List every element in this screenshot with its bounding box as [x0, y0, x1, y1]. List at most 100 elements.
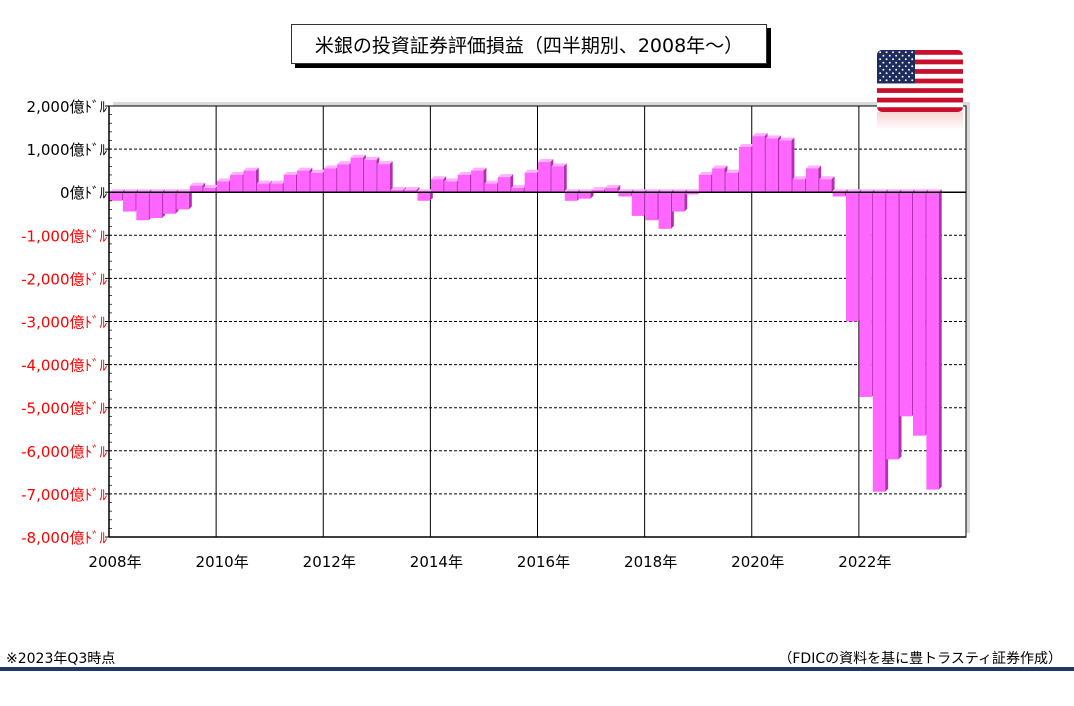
bar-top: [779, 137, 795, 141]
bar-face: [243, 170, 256, 193]
bar-2017Q1: [591, 187, 607, 193]
bar-2015Q3: [511, 184, 527, 193]
bar-top: [310, 169, 326, 173]
flag-star: [908, 61, 910, 64]
flag-star: [892, 65, 894, 68]
bar-2021Q2: [819, 176, 835, 193]
bar-face: [283, 174, 296, 193]
flag-star: [879, 51, 882, 54]
flag-star: [885, 51, 888, 54]
y-tick-label: -1,000億ﾄﾞﾙ: [21, 227, 107, 245]
bar-top: [792, 176, 808, 180]
bar-side: [831, 176, 835, 193]
bar-top: [538, 159, 554, 163]
bar-2020Q1: [752, 133, 768, 193]
bar-2012Q2: [337, 161, 353, 193]
y-tick-label: -3,000億ﾄﾞﾙ: [21, 314, 107, 332]
bar-2019Q2: [712, 165, 728, 193]
bar-top: [591, 187, 607, 191]
bar-face: [363, 159, 377, 193]
bar-2020Q4: [792, 176, 808, 193]
flag-star: [901, 54, 904, 57]
bar-face: [538, 162, 551, 193]
y-tick-label: -6,000億ﾄﾞﾙ: [21, 443, 107, 461]
us-flag-icon: [877, 50, 963, 112]
bar-face: [819, 179, 832, 193]
bar-2014Q3: [457, 171, 474, 193]
bar-top: [604, 184, 621, 188]
x-tick-label: 2018年: [624, 553, 677, 571]
bar-face: [430, 179, 444, 193]
bar-2010Q4: [256, 180, 273, 193]
bar-face: [256, 183, 270, 193]
bar-2023Q1: [912, 189, 929, 436]
bar-face: [618, 192, 631, 197]
bar-top: [805, 165, 822, 169]
bar-2014Q4: [471, 167, 487, 193]
flag-star: [901, 68, 904, 71]
flag-star: [904, 51, 907, 54]
bar-2009Q4: [203, 184, 219, 193]
flag-star: [879, 58, 882, 61]
bar-top: [283, 171, 299, 175]
bar-2016Q4: [578, 189, 594, 199]
bar-2016Q1: [538, 159, 554, 193]
bar-face: [323, 168, 337, 193]
bar-top: [725, 169, 741, 173]
chart-title: 米銀の投資証券評価損益（四半期別、2008年～）: [291, 24, 767, 64]
bar-top: [444, 178, 460, 182]
bar-top: [337, 161, 353, 165]
x-axis: 2008年 2010年 2012年 2014年 2016年 2018年 2020年 2022年: [88, 536, 966, 571]
bar-face: [203, 187, 216, 193]
bar-face: [484, 183, 497, 193]
bar-face: [591, 190, 604, 193]
bar-2011Q4: [310, 169, 326, 193]
flag-star: [882, 54, 885, 57]
bar-top: [752, 133, 768, 137]
flag-star: [892, 58, 894, 61]
flag-star: [885, 72, 888, 75]
bar-2014Q2: [444, 178, 460, 193]
bar-face: [725, 172, 738, 193]
flag-star: [898, 65, 901, 68]
bar-face: [912, 192, 926, 436]
footnote-source: （FDICの資料を基に豊トラスティ証券作成）: [778, 651, 1062, 667]
bar-2009Q3: [189, 182, 206, 193]
bar-side: [938, 189, 942, 490]
bar-side: [416, 187, 420, 193]
bar-top: [471, 167, 487, 171]
bar-face: [444, 181, 457, 193]
flag-star: [901, 61, 904, 64]
flag-star: [888, 68, 891, 71]
bar-face: [122, 192, 136, 212]
bar-2010Q3: [243, 167, 259, 193]
bar-2019Q1: [698, 171, 715, 193]
flag-reflection: [877, 112, 963, 130]
bar-face: [712, 168, 725, 193]
bar-2020Q3: [779, 137, 795, 193]
y-tick-label: 2,000億ﾄﾞﾙ: [27, 98, 108, 116]
flag-star: [882, 68, 885, 71]
flag-star: [904, 72, 907, 75]
bar-2016Q3: [564, 189, 581, 201]
bar-top: [243, 167, 259, 171]
bar-face: [899, 192, 912, 417]
flag-star: [888, 75, 891, 78]
y-tick-label: -2,000億ﾄﾞﾙ: [21, 270, 107, 288]
bar-top: [230, 171, 246, 175]
bar-2012Q1: [323, 165, 340, 193]
flag-star: [892, 79, 894, 82]
flag-star: [895, 68, 898, 71]
flag-star: [898, 58, 901, 61]
flag-star: [908, 75, 910, 78]
flag-star: [904, 58, 907, 61]
bar-face: [149, 192, 163, 219]
bar-2015Q4: [524, 169, 540, 193]
bar-side: [617, 184, 621, 193]
bar-2009Q2: [176, 189, 192, 210]
bar-top: [297, 167, 313, 171]
bar-top: [323, 165, 340, 169]
bar-2019Q4: [738, 143, 755, 193]
bar-top: [216, 178, 232, 182]
